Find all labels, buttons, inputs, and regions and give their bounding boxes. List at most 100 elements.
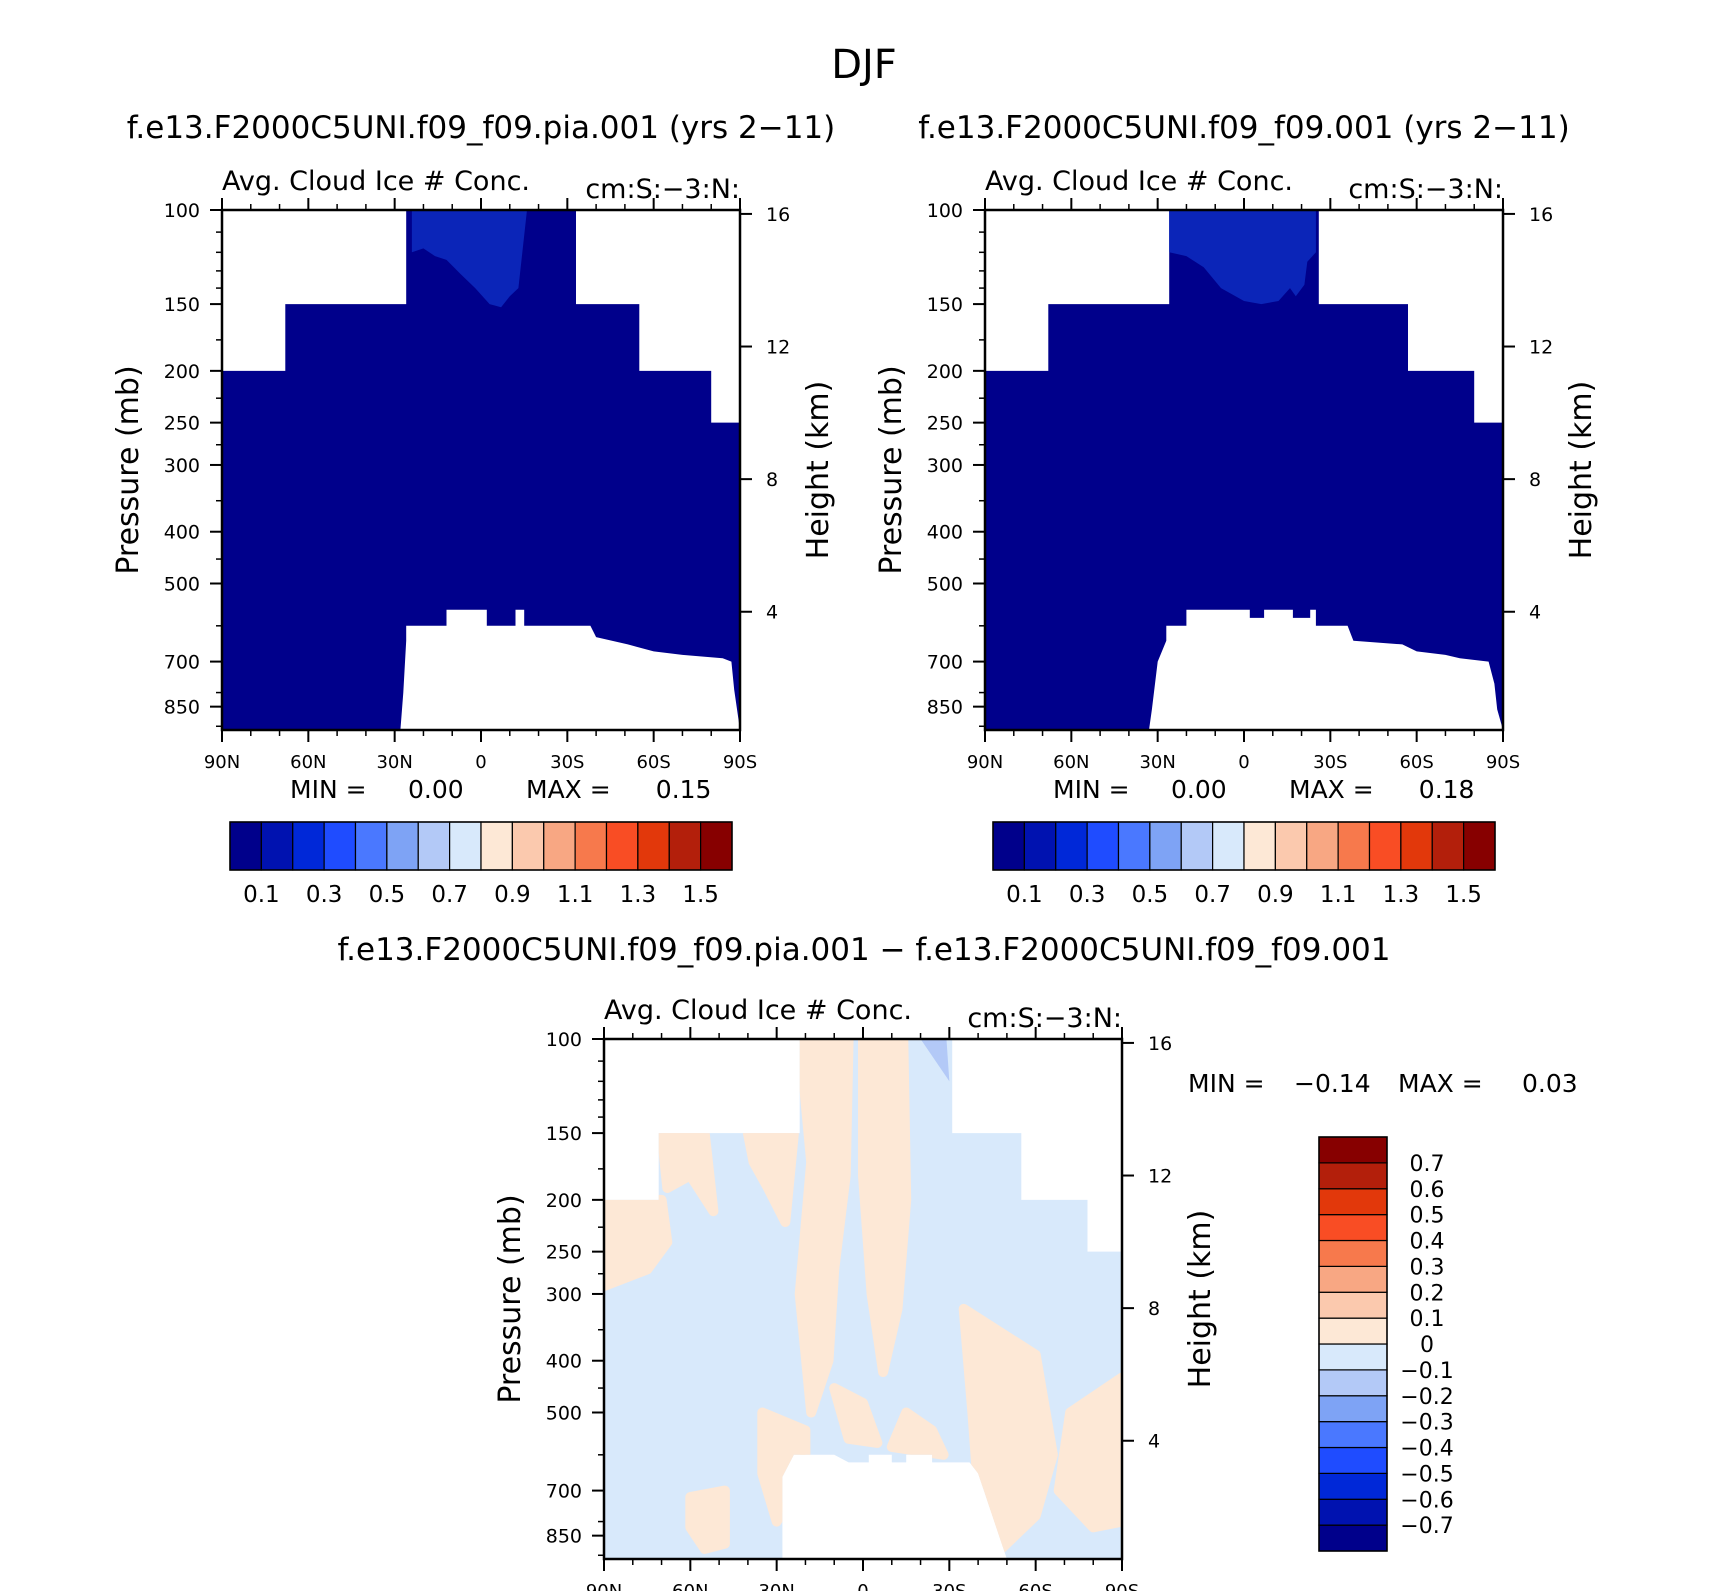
max-value: 0.15 — [656, 775, 712, 804]
y-tick-label: 400 — [164, 522, 200, 544]
colorbar-box — [1318, 1136, 1388, 1164]
colorbar-label: 1.1 — [557, 882, 594, 908]
y-tick-label: 300 — [927, 455, 963, 477]
y-tick-label: 200 — [546, 1190, 582, 1212]
x-tick-label: 60S — [1399, 752, 1433, 773]
y-tick-label: 700 — [927, 652, 963, 674]
y-tick-label: 700 — [546, 1481, 582, 1503]
colorbar-frame — [229, 821, 733, 871]
colorbar-label: 1.3 — [1383, 882, 1420, 908]
colorbar-label: −0.4 — [1400, 1437, 1453, 1462]
panel-title: f.e13.F2000C5UNI.f09_f09.001 (yrs 2−11) — [918, 110, 1569, 146]
colorbar-label: 0.9 — [1257, 882, 1294, 908]
panel-ctrl: 90N 60N 30N 0 30S 60S 90S 100 150 200 250 300 400 500… — [874, 110, 1599, 773]
data-contour-positive — [794, 1039, 854, 1418]
y-right-tick-label: 16 — [1529, 204, 1553, 226]
y-tick-label: 150 — [546, 1123, 582, 1145]
colorbar-box — [1318, 1239, 1388, 1267]
x-tick-label: 60N — [672, 1581, 708, 1591]
y-axis-label: Pressure (mb) — [493, 1194, 528, 1403]
colorbar-box — [543, 821, 576, 871]
max-label: MAX = — [1289, 775, 1374, 804]
y-tick-label: 250 — [546, 1242, 582, 1264]
colorbar-label: 0.7 — [1194, 882, 1231, 908]
panel-diff: 90N 60N 30N 0 30S 60S 90S 100 150 200 250 300 400 500… — [493, 995, 1218, 1591]
colorbar-box — [637, 821, 670, 871]
x-tick-label: 0 — [857, 1581, 868, 1591]
x-tick-label: 30N — [1139, 752, 1175, 773]
y-tick-label: 100 — [927, 200, 963, 222]
y-tick-label: 200 — [927, 361, 963, 383]
x-tick-label: 60N — [290, 752, 326, 773]
colorbar-box — [1318, 1317, 1388, 1345]
colorbar-label: 0.7 — [431, 882, 468, 908]
y-right-tick-label: 16 — [766, 204, 790, 226]
y-right-tick-label: 4 — [1148, 1431, 1160, 1453]
colorbar-box — [260, 821, 294, 871]
colorbar-label: 1.5 — [682, 882, 719, 908]
colorbar-label: 0.6 — [1410, 1178, 1445, 1203]
max-label: MAX = — [526, 775, 611, 804]
y-tick-label: 400 — [927, 522, 963, 544]
colorbar-label: 0.9 — [494, 882, 531, 908]
y-tick-label: 200 — [164, 361, 200, 383]
colorbar-box — [700, 821, 733, 871]
y-axis-label: Pressure (mb) — [111, 365, 146, 574]
x-tick-label: 30N — [758, 1581, 794, 1591]
x-tick-label: 90N — [204, 752, 240, 773]
data-contour-lowest — [985, 210, 1503, 730]
x-tick-label: 90S — [723, 752, 757, 773]
colorbar-box — [1431, 821, 1465, 871]
colorbar-box — [1318, 1369, 1388, 1397]
panel-pia: 90N 60N 30N 0 30S 60S 90S 100 150 200 250 300 400 500… — [111, 110, 836, 773]
colorbar-label: −0.5 — [1400, 1462, 1453, 1487]
colorbar-box — [354, 821, 388, 871]
colorbar-box — [1318, 1162, 1388, 1190]
colorbar-box — [1368, 821, 1402, 871]
colorbar-label: 0.3 — [1069, 882, 1106, 908]
positive-contours — [604, 1039, 1122, 1554]
colorbar-box — [292, 821, 325, 871]
x-tick-label: 0 — [1238, 752, 1249, 773]
y-axis-label-right: Height (km) — [1183, 1210, 1218, 1389]
colorbar-box — [1337, 821, 1371, 871]
x-tick-label: 60S — [1018, 1581, 1052, 1591]
data-contour-positive — [886, 1407, 949, 1460]
y-tick-label: 400 — [546, 1351, 582, 1373]
y-tick-label: 850 — [546, 1526, 582, 1548]
min-value: 0.00 — [408, 775, 464, 804]
colorbar-box — [417, 821, 451, 871]
subtitle-right: cm:S:−3:N: — [1348, 174, 1503, 205]
colorbar-label: 0.4 — [1410, 1230, 1445, 1255]
data-contour-positive — [858, 1039, 912, 1377]
y-right-tick-label: 12 — [1529, 337, 1553, 359]
colorbar-box — [1243, 821, 1276, 871]
min-value: 0.00 — [1171, 775, 1227, 804]
colorbar-box — [992, 821, 1025, 871]
colorbar-ctrl: 0.1 0.3 0.5 0.7 0.9 1.1 1.3 1.5 — [992, 821, 1496, 908]
data-contour-positive — [1053, 1372, 1122, 1533]
colorbar-label: 0.5 — [369, 882, 406, 908]
colorbar-label: 0.3 — [306, 882, 343, 908]
colorbar-box — [1318, 1188, 1388, 1216]
x-tick-label: 90S — [1105, 1581, 1139, 1591]
colorbar-box — [449, 821, 482, 871]
y-right-tick-label: 8 — [1529, 469, 1541, 491]
panel-title: f.e13.F2000C5UNI.f09_f09.pia.001 (yrs 2−… — [127, 110, 836, 146]
y-tick-label: 100 — [546, 1029, 582, 1051]
data-contour-second — [1169, 210, 1316, 305]
max-label: MAX = — [1398, 1069, 1483, 1098]
colorbar-label: 0 — [1420, 1333, 1434, 1358]
plot-area — [985, 210, 1503, 730]
data-contour-lowest — [222, 210, 740, 730]
colorbar-box — [480, 821, 513, 871]
colorbar-box — [1318, 1395, 1388, 1423]
y-right-tick-label: 4 — [1529, 602, 1541, 624]
y-axis-label-right: Height (km) — [801, 381, 836, 560]
x-tick-label: 90N — [586, 1581, 622, 1591]
colorbar-label: 0.1 — [1410, 1307, 1445, 1332]
plot-area — [222, 210, 740, 730]
colorbar-box — [229, 821, 262, 871]
y-tick-label: 500 — [546, 1403, 582, 1425]
